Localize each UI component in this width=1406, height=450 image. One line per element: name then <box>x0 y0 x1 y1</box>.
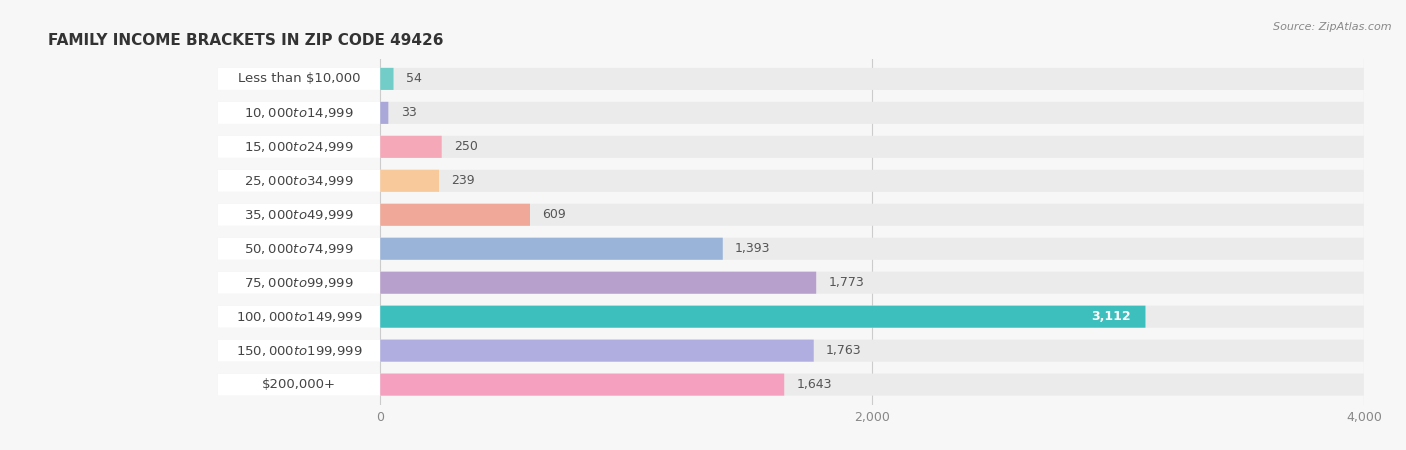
Text: 33: 33 <box>401 106 416 119</box>
FancyBboxPatch shape <box>218 306 1364 328</box>
FancyBboxPatch shape <box>380 68 394 90</box>
Text: $10,000 to $14,999: $10,000 to $14,999 <box>245 106 354 120</box>
Text: $50,000 to $74,999: $50,000 to $74,999 <box>245 242 354 256</box>
FancyBboxPatch shape <box>218 340 380 362</box>
FancyBboxPatch shape <box>380 340 814 362</box>
FancyBboxPatch shape <box>218 170 380 192</box>
Text: $15,000 to $24,999: $15,000 to $24,999 <box>245 140 354 154</box>
FancyBboxPatch shape <box>218 136 380 158</box>
Text: FAMILY INCOME BRACKETS IN ZIP CODE 49426: FAMILY INCOME BRACKETS IN ZIP CODE 49426 <box>48 32 444 48</box>
FancyBboxPatch shape <box>380 272 817 294</box>
Text: Source: ZipAtlas.com: Source: ZipAtlas.com <box>1274 22 1392 32</box>
FancyBboxPatch shape <box>380 306 1146 328</box>
Text: Less than $10,000: Less than $10,000 <box>238 72 360 86</box>
Text: 1,763: 1,763 <box>827 344 862 357</box>
FancyBboxPatch shape <box>218 102 1364 124</box>
FancyBboxPatch shape <box>218 68 1364 90</box>
Text: $25,000 to $34,999: $25,000 to $34,999 <box>245 174 354 188</box>
FancyBboxPatch shape <box>218 102 380 124</box>
Text: 239: 239 <box>451 174 475 187</box>
FancyBboxPatch shape <box>218 272 1364 294</box>
FancyBboxPatch shape <box>218 238 380 260</box>
FancyBboxPatch shape <box>218 170 1364 192</box>
FancyBboxPatch shape <box>218 272 380 294</box>
Text: 250: 250 <box>454 140 478 153</box>
FancyBboxPatch shape <box>218 340 1364 362</box>
Text: $100,000 to $149,999: $100,000 to $149,999 <box>236 310 363 324</box>
FancyBboxPatch shape <box>380 374 785 396</box>
Text: 1,643: 1,643 <box>797 378 832 391</box>
FancyBboxPatch shape <box>218 136 1364 158</box>
Text: $35,000 to $49,999: $35,000 to $49,999 <box>245 208 354 222</box>
Text: 609: 609 <box>543 208 567 221</box>
Text: 1,393: 1,393 <box>735 242 770 255</box>
FancyBboxPatch shape <box>380 170 439 192</box>
Text: 54: 54 <box>406 72 422 86</box>
FancyBboxPatch shape <box>218 374 380 396</box>
FancyBboxPatch shape <box>380 238 723 260</box>
FancyBboxPatch shape <box>380 102 388 124</box>
Text: $75,000 to $99,999: $75,000 to $99,999 <box>245 276 354 290</box>
Text: $150,000 to $199,999: $150,000 to $199,999 <box>236 344 363 358</box>
FancyBboxPatch shape <box>218 204 380 226</box>
FancyBboxPatch shape <box>218 238 1364 260</box>
FancyBboxPatch shape <box>380 136 441 158</box>
FancyBboxPatch shape <box>218 68 380 90</box>
FancyBboxPatch shape <box>218 306 380 328</box>
Text: $200,000+: $200,000+ <box>262 378 336 391</box>
Text: 1,773: 1,773 <box>828 276 865 289</box>
Text: 3,112: 3,112 <box>1091 310 1130 323</box>
FancyBboxPatch shape <box>218 374 1364 396</box>
FancyBboxPatch shape <box>380 204 530 226</box>
FancyBboxPatch shape <box>218 204 1364 226</box>
